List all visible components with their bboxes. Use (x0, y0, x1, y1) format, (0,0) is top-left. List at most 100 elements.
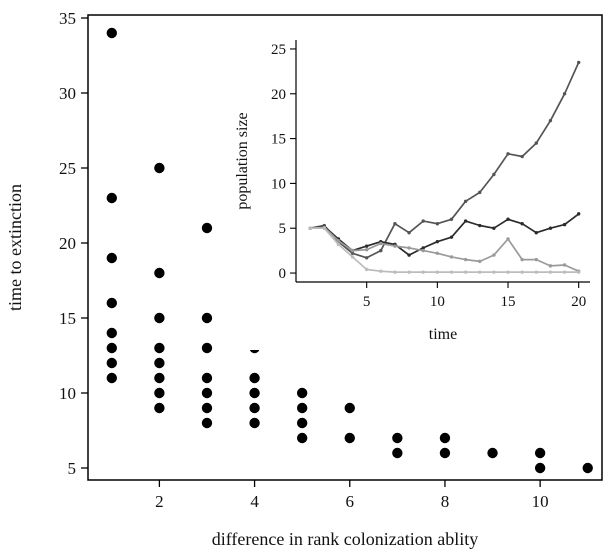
main-data-point (534, 447, 546, 459)
main-points (106, 27, 593, 474)
inset-series-point (364, 267, 369, 272)
main-data-point (106, 192, 117, 204)
main-plot: 2 4 6 8 10 5 10 15 20 25 30 35 difference in rank c… (5, 9, 603, 549)
main-data-point (249, 402, 260, 414)
main-x-tick-label: 6 (346, 492, 355, 511)
inset-series-point (463, 219, 468, 223)
main-plot-frame (87, 14, 603, 481)
inset-series-point (492, 270, 496, 274)
inset-series-point (379, 241, 383, 246)
inset-series-point (379, 248, 383, 253)
inset-series-point (449, 255, 454, 259)
main-y-tick-label: 20 (59, 234, 76, 253)
inset-y-tick-label: 25 (271, 42, 286, 58)
inset-series-point (364, 256, 369, 260)
main-data-point (296, 402, 308, 414)
main-data-point (154, 387, 165, 399)
inset-series-point (548, 118, 553, 123)
inset-series-point (435, 239, 440, 244)
inset-series-point (534, 231, 538, 235)
inset-series-point (336, 239, 341, 243)
main-data-point (201, 222, 213, 234)
inset-y-axis-label: population size (234, 112, 251, 209)
inset-series-point (463, 199, 468, 204)
inset-x-tick-label: 20 (571, 294, 586, 310)
inset-series-point (449, 217, 454, 221)
inset-series-point (322, 226, 326, 230)
main-data-point (154, 342, 165, 354)
main-data-point (392, 432, 403, 444)
inset-series-point (350, 248, 355, 253)
inset-y-tick-label: 20 (271, 87, 286, 103)
inset-series-point (506, 217, 510, 221)
main-data-point (439, 447, 451, 459)
inset-series-point (364, 244, 369, 248)
main-y-tick-label: 5 (68, 459, 77, 478)
inset-y-tick-label: 5 (279, 221, 287, 237)
inset-series-point (407, 246, 411, 250)
main-data-point (392, 447, 403, 459)
inset-series-point (520, 154, 524, 159)
inset-series-point (478, 223, 482, 228)
inset-y-tick-label: 10 (271, 176, 286, 192)
main-data-point (534, 462, 546, 474)
main-data-point (106, 252, 117, 264)
inset-series-point (435, 251, 440, 256)
inset-y-tick-label: 15 (271, 132, 286, 148)
main-x-tick-label: 10 (532, 492, 549, 511)
inset-x-tick-label: 10 (430, 294, 445, 310)
inset-series-point (449, 270, 454, 274)
inset-series-point (492, 226, 496, 230)
main-data-point (439, 432, 451, 444)
inset-series-point (350, 255, 355, 259)
inset-series-line (310, 226, 580, 272)
inset-series-point (492, 172, 496, 177)
main-data-point (201, 402, 213, 414)
inset-series-point (379, 269, 383, 273)
main-data-point (106, 27, 117, 39)
main-data-point (296, 417, 308, 429)
inset-series-line (310, 227, 579, 273)
main-data-point (296, 432, 308, 444)
inset-series-point (534, 141, 538, 145)
inset-ticks: 5 10 15 20 0 5 10 15 20 25 (271, 40, 590, 310)
main-data-point (344, 402, 355, 414)
inset-series-point (534, 257, 538, 262)
inset-x-tick-label: 5 (363, 294, 371, 310)
inset-background (226, 28, 596, 350)
inset-series-point (562, 222, 567, 227)
inset-series-point (562, 270, 567, 274)
inset-series-point (393, 222, 397, 226)
inset-series-point (562, 263, 567, 267)
inset-series-point (548, 226, 553, 230)
inset-y-tick-label: 0 (279, 266, 287, 282)
inset-series-point (463, 257, 468, 262)
inset-series-point (478, 270, 482, 274)
inset-x-tick-label: 15 (501, 294, 516, 310)
main-data-point (106, 357, 117, 369)
main-data-point (106, 297, 117, 309)
main-x-tick-label: 8 (441, 492, 450, 511)
inset-series-point (506, 270, 510, 274)
main-data-point (106, 342, 117, 354)
main-y-tick-label: 35 (59, 9, 76, 28)
inset-series-point (393, 244, 397, 248)
main-data-point (201, 342, 213, 354)
main-data-point (249, 372, 260, 384)
inset-series-point (435, 222, 440, 226)
inset-series-point (576, 270, 581, 274)
main-data-point (201, 372, 213, 384)
inset-series-point (520, 270, 524, 274)
inset-series-point (576, 60, 581, 65)
inset-series-point (548, 264, 553, 268)
inset-series-point (506, 237, 510, 241)
main-x-tick-label: 4 (250, 492, 259, 511)
main-data-point (154, 372, 165, 384)
main-data-point (201, 312, 213, 324)
inset-series-point (463, 270, 468, 274)
main-data-point (344, 432, 355, 444)
inset-series-point (506, 152, 510, 156)
inset-series-point (364, 248, 369, 252)
main-data-point (154, 162, 165, 174)
inset-series-point (478, 259, 482, 264)
